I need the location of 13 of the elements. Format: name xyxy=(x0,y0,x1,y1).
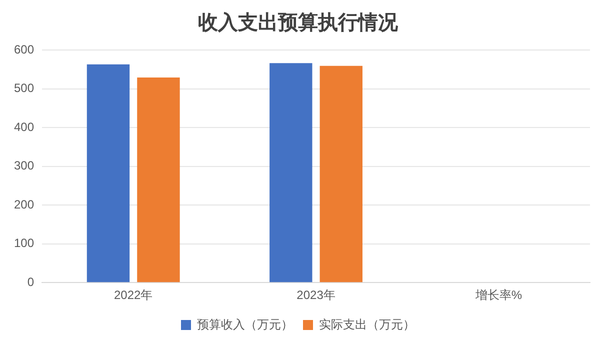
x-tick-label: 增长率% xyxy=(474,288,522,302)
y-tick-label: 500 xyxy=(14,81,34,96)
y-tick-label: 0 xyxy=(27,274,34,289)
x-tick-label: 2023年 xyxy=(296,288,336,302)
chart-title: 收入支出预算执行情况 xyxy=(198,10,399,34)
x-tick-label: 2022年 xyxy=(114,288,153,302)
y-tick-label: 200 xyxy=(14,197,34,212)
y-tick-label: 100 xyxy=(14,236,34,250)
legend-label: 预算收入（万元） xyxy=(197,317,293,332)
y-tick-label: 400 xyxy=(14,120,34,134)
legend-label: 实际支出（万元） xyxy=(319,317,415,332)
y-tick-label: 300 xyxy=(14,158,34,173)
y-tick-label: 600 xyxy=(14,42,34,56)
